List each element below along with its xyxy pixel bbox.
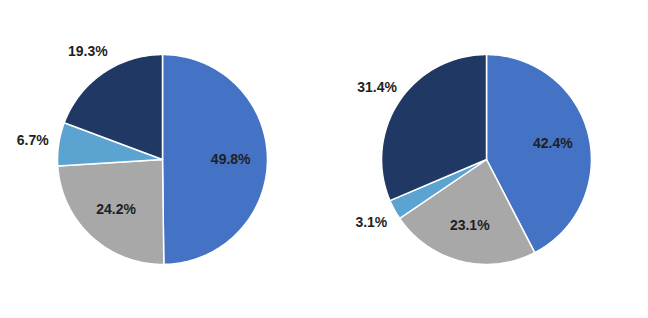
- svg-text:24.2%: 24.2%: [96, 201, 136, 217]
- svg-text:6.7%: 6.7%: [17, 132, 49, 148]
- svg-text:3.1%: 3.1%: [355, 214, 387, 230]
- svg-text:49.8%: 49.8%: [211, 151, 251, 167]
- svg-text:19.3%: 19.3%: [68, 43, 108, 59]
- svg-text:31.4%: 31.4%: [357, 79, 397, 95]
- svg-text:42.4%: 42.4%: [533, 135, 573, 151]
- svg-text:23.1%: 23.1%: [450, 217, 490, 233]
